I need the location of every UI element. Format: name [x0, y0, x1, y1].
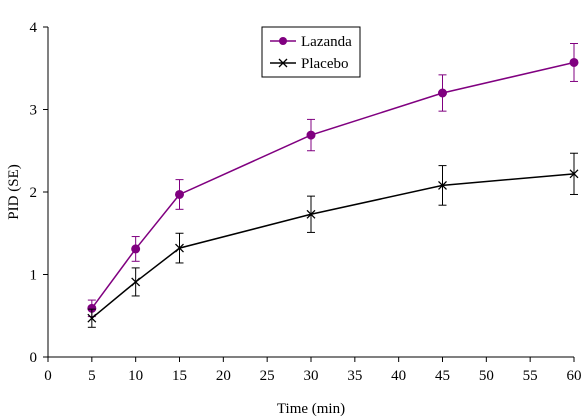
placebo-point [87, 313, 97, 323]
y-tick-label: 2 [30, 185, 38, 201]
legend-lazanda-label: Lazanda [301, 34, 352, 50]
x-tick-label: 5 [88, 368, 96, 384]
x-tick-label: 25 [260, 368, 275, 384]
placebo-point [438, 180, 447, 190]
legend: Lazanda Placebo [261, 26, 361, 78]
lazanda-point [175, 189, 184, 199]
placebo-point [306, 209, 316, 219]
series-layer [87, 43, 579, 328]
x-tick-label: 60 [567, 368, 582, 384]
y-ticks: 0 1 2 3 4 [30, 20, 48, 366]
x-tick-label: 30 [304, 368, 319, 384]
placebo-point [569, 169, 579, 179]
x-tick-label: 10 [128, 368, 143, 384]
legend-placebo-label: Placebo [301, 56, 348, 72]
legend-placebo-marker [278, 58, 288, 68]
lazanda-point [131, 244, 141, 254]
x-tick-label: 35 [347, 368, 362, 384]
y-tick-label: 1 [30, 268, 38, 284]
y-tick-label: 4 [30, 20, 38, 36]
series-placebo [87, 152, 579, 328]
legend-box [261, 26, 361, 78]
x-tick-label: 0 [44, 368, 52, 384]
x-tick-label: 45 [435, 368, 450, 384]
x-tick-label: 15 [172, 368, 187, 384]
x-tick-label: 55 [523, 368, 538, 384]
placebo-point [175, 243, 184, 253]
x-ticks: 0 5 10 15 20 25 30 35 40 45 50 55 60 [44, 357, 582, 384]
y-tick-label: 0 [30, 350, 38, 366]
lazanda-point [569, 57, 579, 67]
legend-lazanda-marker [279, 37, 287, 45]
lazanda-line [91, 61, 575, 309]
y-tick-label: 3 [30, 103, 38, 119]
x-axis-title: Time (min) [277, 401, 345, 417]
placebo-point [131, 277, 141, 287]
placebo-line [91, 173, 575, 319]
x-tick-label: 50 [479, 368, 494, 384]
x-tick-label: 20 [216, 368, 231, 384]
lazanda-point [438, 88, 447, 98]
lazanda-point [306, 130, 316, 140]
y-axis-title: PID (SE) [6, 164, 22, 219]
x-tick-label: 40 [391, 368, 406, 384]
